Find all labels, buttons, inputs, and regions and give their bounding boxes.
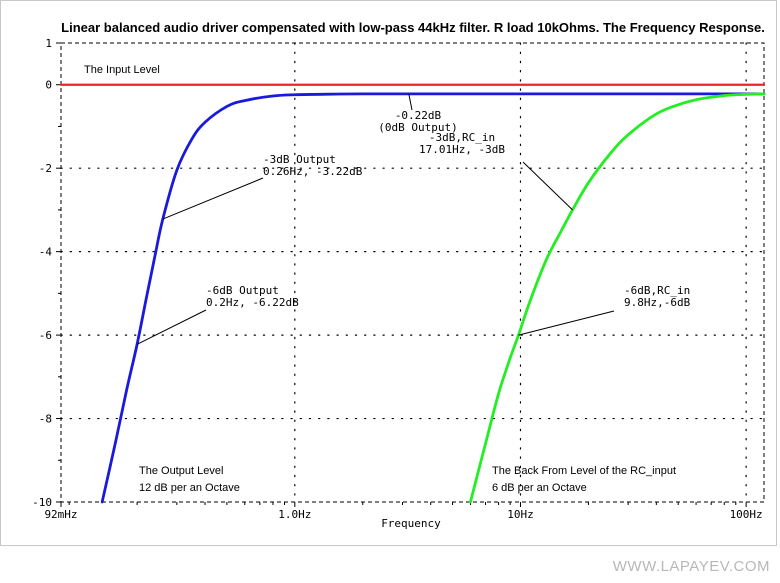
series-label-3: The Back From Level of the RC_input	[492, 465, 676, 477]
annotation-text-out6: -6dB Output	[206, 284, 279, 297]
axis-ticks: 92mHz 1.0Hz 10Hz 100Hz 1 0 -2 -4 -6 -8 -10	[32, 37, 763, 521]
y-tick-label: -6	[39, 329, 52, 342]
y-tick-label: -2	[39, 162, 52, 175]
annotation-leader-out6	[136, 309, 207, 345]
x-tick-label: 92mHz	[44, 508, 77, 521]
annotation-text-rc3: 17.01Hz, -3dB	[419, 143, 505, 156]
y-tick-label: 1	[45, 37, 52, 50]
annotation-text-rc3: -3dB,RC_in	[429, 131, 495, 144]
annotation-leader-flat	[408, 93, 413, 111]
annotation-text-out6: 0.2Hz, -6.22dB	[206, 296, 299, 309]
x-tick-label: 10Hz	[507, 508, 534, 521]
chart-title: Linear balanced audio driver compensated…	[61, 20, 765, 35]
series-line-2	[100, 92, 766, 504]
x-tick-label: 1.0Hz	[278, 508, 311, 521]
annotation-text-rc6: 9.8Hz,-6dB	[624, 296, 691, 309]
plot-frame	[60, 42, 765, 503]
grid	[60, 42, 765, 503]
annotation-leader-rc6	[518, 310, 615, 336]
watermark: WWW.LAPAYEV.COM	[613, 558, 770, 575]
x-tick-label: 100Hz	[730, 508, 763, 521]
x-axis-label: Frequency	[381, 517, 441, 530]
annotation-text-rc6: -6dB,RC_in	[624, 284, 690, 297]
y-tick-label: -10	[32, 496, 52, 509]
annotation-text-out3: 0.26Hz, -3.22dB	[263, 165, 363, 178]
series-label-2: 12 dB per an Octave	[139, 482, 240, 494]
series-label-3: 6 dB per an Octave	[492, 482, 587, 494]
series-label-2: The Output Level	[139, 465, 223, 477]
annotation-text-flat: (0dB Output)	[378, 121, 457, 134]
series-lines	[59, 83, 766, 504]
series-line-3	[469, 92, 766, 504]
annotation-text-flat: -0.22dB	[395, 109, 442, 122]
annotation-leader-rc3	[522, 161, 573, 211]
outer-frame	[0, 0, 777, 546]
annotation-text-out3: -3dB Output	[263, 153, 336, 166]
series-label-1: The Input Level	[84, 64, 160, 76]
annotation-leader-out3	[162, 177, 264, 220]
y-tick-label: 0	[45, 79, 52, 92]
y-tick-label: -4	[39, 246, 53, 259]
y-tick-label: -8	[39, 413, 52, 426]
